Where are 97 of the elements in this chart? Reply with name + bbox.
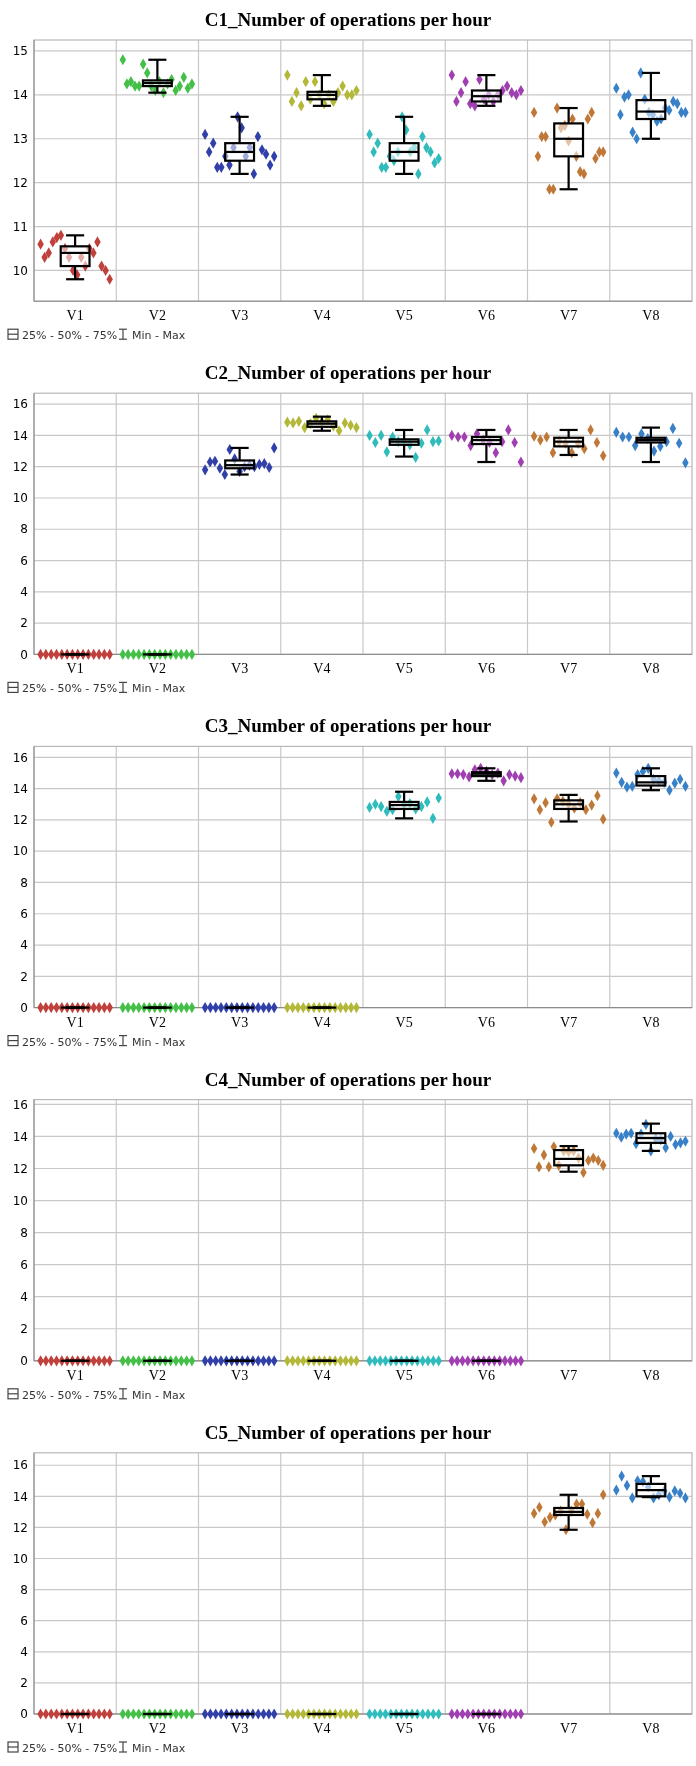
y-tick-label: 11 bbox=[12, 219, 28, 234]
y-tick-label: 4 bbox=[20, 938, 28, 953]
x-tick-label: V8 bbox=[642, 1721, 660, 1736]
x-tick-label: V4 bbox=[313, 1721, 331, 1736]
x-tick-label: V3 bbox=[231, 1367, 249, 1383]
x-tick-label: V6 bbox=[477, 661, 495, 677]
chart-title: C3_Number of operations per hour bbox=[204, 715, 492, 737]
y-tick-label: 0 bbox=[20, 1354, 28, 1368]
x-tick-label: V7 bbox=[560, 661, 578, 677]
x-tick-label: V7 bbox=[560, 308, 578, 324]
text: 25% - 50% - 75% bbox=[22, 1388, 118, 1402]
x-tick-label: V3 bbox=[231, 308, 249, 324]
y-tick-label: 2 bbox=[20, 616, 28, 631]
y-tick-label: 14 bbox=[12, 1129, 28, 1144]
y-tick-label: 16 bbox=[12, 750, 28, 765]
x-tick-label: V2 bbox=[148, 1367, 166, 1383]
x-tick-label: V8 bbox=[642, 1014, 660, 1030]
text: 25% - 50% - 75% bbox=[22, 329, 118, 343]
x-tick-label: V8 bbox=[642, 308, 660, 324]
y-tick-label: 14 bbox=[12, 781, 28, 796]
y-tick-label: 0 bbox=[20, 1000, 28, 1015]
x-tick-label: V3 bbox=[231, 1014, 249, 1030]
text: Min - Max bbox=[132, 682, 186, 696]
x-tick-label: V8 bbox=[642, 661, 660, 677]
y-tick-label: 4 bbox=[20, 1645, 28, 1660]
x-tick-label: V3 bbox=[231, 661, 249, 677]
x-tick-label: V4 bbox=[313, 1014, 331, 1030]
y-tick-label: 8 bbox=[20, 1225, 28, 1240]
y-tick-label: 10 bbox=[12, 1193, 28, 1208]
y-tick-label: 0 bbox=[20, 647, 28, 662]
y-tick-label: 10 bbox=[12, 844, 28, 859]
y-tick-label: 12 bbox=[12, 459, 28, 474]
y-tick-label: 8 bbox=[20, 1582, 28, 1597]
x-tick-label: V7 bbox=[560, 1014, 578, 1030]
x-tick-label: V3 bbox=[231, 1721, 249, 1736]
y-tick-label: 2 bbox=[20, 1321, 28, 1336]
chart-title: C2_Number of operations per hour bbox=[204, 362, 492, 384]
x-tick-label: V4 bbox=[313, 1367, 331, 1383]
chart-title: C5_Number of operations per hour bbox=[204, 1421, 492, 1443]
x-tick-label: V6 bbox=[477, 308, 495, 324]
x-tick-label: V2 bbox=[148, 308, 166, 324]
x-tick-label: V1 bbox=[66, 308, 84, 324]
text: 25% - 50% - 75% bbox=[22, 1742, 118, 1755]
text: Min - Max bbox=[132, 329, 186, 343]
x-tick-label: V7 bbox=[560, 1721, 578, 1736]
y-tick-label: 2 bbox=[20, 969, 28, 984]
x-tick-label: V2 bbox=[148, 1721, 166, 1736]
x-tick-label: V6 bbox=[477, 1367, 495, 1383]
x-tick-label: V1 bbox=[66, 661, 84, 677]
x-tick-label: V1 bbox=[66, 1014, 84, 1030]
text: Min - Max bbox=[132, 1035, 186, 1049]
y-tick-label: 13 bbox=[12, 131, 28, 146]
y-tick-label: 10 bbox=[12, 1551, 28, 1566]
y-tick-label: 6 bbox=[20, 1257, 28, 1272]
text: 25% - 50% - 75% bbox=[22, 1035, 118, 1049]
y-tick-label: 15 bbox=[12, 44, 28, 59]
text: 25% - 50% - 75% bbox=[22, 682, 118, 696]
x-tick-label: V5 bbox=[395, 1014, 413, 1030]
y-tick-label: 10 bbox=[12, 263, 28, 278]
y-tick-label: 4 bbox=[20, 585, 28, 600]
x-tick-label: V5 bbox=[395, 308, 413, 324]
y-tick-label: 6 bbox=[20, 906, 28, 921]
y-tick-label: 12 bbox=[12, 1520, 28, 1535]
y-tick-label: 14 bbox=[12, 1489, 28, 1504]
y-tick-label: 16 bbox=[12, 1097, 28, 1112]
y-tick-label: 12 bbox=[12, 813, 28, 828]
y-tick-label: 12 bbox=[12, 1161, 28, 1176]
x-tick-label: V4 bbox=[313, 308, 331, 324]
y-tick-label: 8 bbox=[20, 875, 28, 890]
x-tick-label: V2 bbox=[148, 1014, 166, 1030]
y-tick-label: 16 bbox=[12, 1458, 28, 1473]
y-tick-label: 10 bbox=[12, 491, 28, 506]
y-tick-label: 2 bbox=[20, 1676, 28, 1691]
y-tick-label: 16 bbox=[12, 397, 28, 412]
x-tick-label: V5 bbox=[395, 1367, 413, 1383]
x-tick-label: V2 bbox=[148, 661, 166, 677]
chart-title: C4_Number of operations per hour bbox=[204, 1068, 492, 1090]
y-tick-label: 14 bbox=[12, 428, 28, 443]
x-tick-label: V7 bbox=[560, 1367, 578, 1383]
text: Min - Max bbox=[132, 1742, 186, 1755]
y-tick-label: 12 bbox=[12, 175, 28, 190]
y-tick-label: 8 bbox=[20, 522, 28, 537]
text: Min - Max bbox=[132, 1388, 186, 1402]
x-tick-label: V5 bbox=[395, 1721, 413, 1736]
x-tick-label: V6 bbox=[477, 1014, 495, 1030]
y-tick-label: 6 bbox=[20, 1613, 28, 1628]
x-tick-label: V6 bbox=[477, 1721, 495, 1736]
y-tick-label: 4 bbox=[20, 1289, 28, 1304]
x-tick-label: V1 bbox=[66, 1721, 84, 1736]
x-tick-label: V1 bbox=[66, 1367, 84, 1383]
y-tick-label: 14 bbox=[12, 88, 28, 103]
x-tick-label: V8 bbox=[642, 1367, 660, 1383]
y-tick-label: 0 bbox=[20, 1707, 28, 1722]
y-tick-label: 6 bbox=[20, 553, 28, 568]
chart-title: C1_Number of operations per hour bbox=[204, 9, 492, 30]
x-tick-label: V4 bbox=[313, 661, 331, 677]
x-tick-label: V5 bbox=[395, 661, 413, 677]
